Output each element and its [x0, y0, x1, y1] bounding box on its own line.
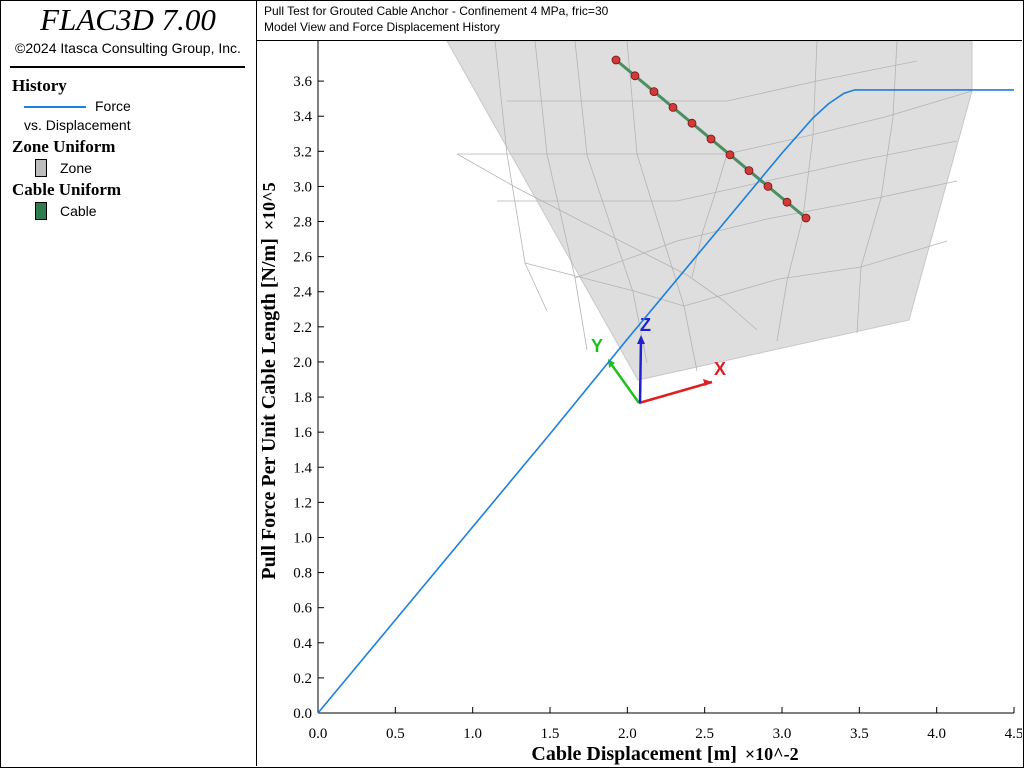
app-title: FLAC3D 7.00 — [40, 2, 216, 37]
x-tick-label: 0.0 — [309, 726, 328, 742]
x-tick-label: 4.5 — [1005, 726, 1022, 742]
plot-title: Pull Test for Grouted Cable Anchor - Con… — [264, 4, 609, 18]
triad-z-axis — [638, 338, 643, 404]
legend-heading-history: History — [12, 76, 67, 95]
y-tick-label: 3.2 — [293, 144, 312, 160]
history-series-label-2: vs. Displacement — [24, 117, 131, 133]
y-tick-label: 1.6 — [293, 425, 312, 441]
y-tick-label: 0.6 — [293, 601, 312, 617]
legend-panel: FLAC3D 7.00 ©2024 Itasca Consulting Grou… — [0, 0, 257, 766]
x-tick-label: 1.5 — [541, 726, 560, 742]
cable-color-swatch — [35, 202, 47, 220]
cable-node — [782, 197, 792, 207]
triad-z-arrowhead — [637, 335, 645, 344]
cable-node — [706, 134, 716, 144]
x-tick-label: 1.0 — [463, 726, 482, 742]
y-tick-label: 2.2 — [293, 320, 312, 336]
cable-node — [763, 181, 773, 191]
y-axis-title: Pull Force Per Unit Cable Length [N/m]×1… — [258, 182, 280, 579]
x-tick-label: 0.5 — [386, 726, 405, 742]
triad-x-axis — [638, 380, 713, 405]
x-axis-title: Cable Displacement [m] ×10^-2 — [531, 743, 798, 765]
copyright-text: ©2024 Itasca Consulting Group, Inc. — [15, 40, 241, 56]
cable-label: Cable — [60, 203, 97, 219]
x-tick-label: 4.0 — [927, 726, 946, 742]
cable-node — [630, 71, 640, 81]
y-ticks: 0.0 0.2 0.4 0.6 0.8 1.0 1.2 1.4 1.6 1.8 2.0 2.2 2.4 2… — [293, 74, 324, 722]
y-tick-label: 2.0 — [293, 355, 312, 371]
x-ticks: 0.0 0.5 1.0 1.5 2.0 2.5 3.0 3.5 4.0 4.5 — [309, 707, 1022, 742]
y-tick-label: 2.8 — [293, 215, 312, 231]
y-tick-label: 3.6 — [293, 74, 312, 90]
triad-y-label: Y — [591, 336, 603, 356]
axes-triad: X Y Z — [591, 315, 726, 405]
x-tick-label: 3.0 — [773, 726, 792, 742]
cable-node — [668, 103, 678, 112]
y-tick-label: 0.4 — [293, 636, 312, 652]
y-tick-label: 0.2 — [293, 671, 312, 687]
y-tick-label: 1.2 — [293, 495, 312, 511]
history-line-swatch — [24, 106, 86, 108]
zone-mesh — [456, 41, 973, 372]
zone-label: Zone — [60, 160, 92, 176]
cable-node — [611, 55, 621, 65]
y-tick-label: 2.4 — [293, 285, 312, 301]
cable-nodes — [611, 55, 811, 223]
legend-heading-zone: Zone Uniform — [12, 137, 116, 156]
x-tick-label: 2.0 — [618, 726, 637, 742]
cable-node — [744, 166, 754, 176]
triad-y-axis — [607, 360, 641, 404]
y-tick-label: 0.8 — [293, 566, 312, 582]
y-tick-label: 1.8 — [293, 390, 312, 406]
cable-node — [687, 118, 697, 128]
y-tick-label: 3.0 — [293, 179, 312, 195]
cable-node — [801, 213, 811, 223]
y-tick-label: 1.0 — [293, 530, 312, 546]
plot-area: X Y Z 0.0 0.5 1.0 1.5 2.0 2.5 3.0 3.5 4.0 4.5 0.0… — [258, 41, 1022, 765]
y-tick-label: 0.0 — [293, 706, 312, 722]
x-tick-label: 2.5 — [695, 726, 714, 742]
model-view: X Y Z — [446, 41, 973, 405]
zone-color-swatch — [35, 159, 47, 177]
triad-x-arrowhead — [703, 379, 712, 386]
y-tick-label: 2.6 — [293, 250, 312, 266]
y-tick-label: 3.4 — [293, 109, 312, 125]
title-divider — [10, 66, 245, 68]
triad-x-label: X — [714, 359, 726, 379]
y-tick-label: 1.4 — [293, 460, 312, 476]
x-tick-label: 3.5 — [850, 726, 869, 742]
plot-subtitle: Model View and Force Displacement Histor… — [264, 20, 500, 34]
triad-z-label: Z — [640, 315, 651, 335]
force-displacement-series — [317, 89, 1014, 714]
chart-axes — [317, 41, 1014, 714]
legend-heading-cable: Cable Uniform — [12, 180, 122, 199]
cable-node — [725, 150, 735, 160]
history-series-label: Force — [95, 98, 131, 114]
cable-node — [649, 87, 659, 96]
plot-header: Pull Test for Grouted Cable Anchor - Con… — [257, 0, 1022, 41]
